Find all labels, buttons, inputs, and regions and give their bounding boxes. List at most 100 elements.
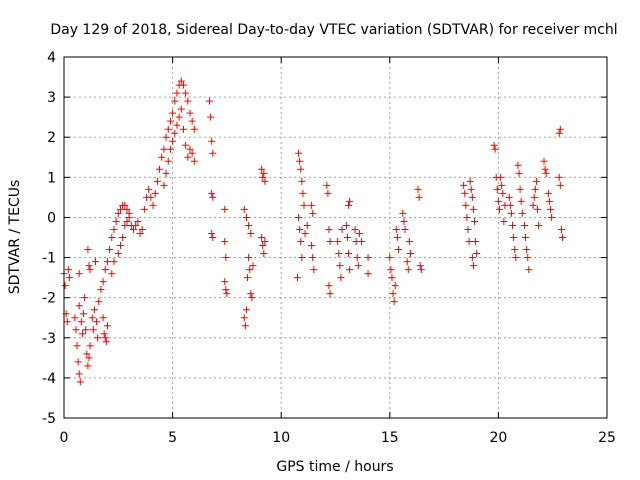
data-point-plus xyxy=(296,157,304,165)
data-point-plus xyxy=(297,238,305,246)
y-axis-label: SDTVAR / TECUs xyxy=(7,180,23,295)
data-point-plus xyxy=(531,185,539,193)
data-point-plus xyxy=(310,266,318,274)
data-point-plus xyxy=(416,262,424,270)
data-point-plus xyxy=(406,250,414,258)
data-point-plus xyxy=(518,209,526,217)
x-tick-label: 10 xyxy=(272,430,290,446)
data-point-plus xyxy=(151,189,159,197)
y-tick-label: -1 xyxy=(42,251,56,267)
data-point-plus xyxy=(556,181,564,189)
data-point-plus xyxy=(162,133,170,141)
data-point-plus xyxy=(464,225,472,233)
data-point-plus xyxy=(391,282,399,290)
data-point-plus xyxy=(542,169,550,177)
data-point-plus xyxy=(134,217,142,225)
data-point-plus xyxy=(88,314,96,322)
data-point-plus xyxy=(358,238,366,246)
data-point-plus xyxy=(334,238,342,246)
data-point-plus xyxy=(72,326,80,334)
data-point-plus xyxy=(108,270,116,278)
data-point-plus xyxy=(247,290,255,298)
data-point-plus xyxy=(324,189,332,197)
data-point-plus xyxy=(206,97,214,105)
data-point-plus xyxy=(540,157,548,165)
data-point-plus xyxy=(511,246,519,254)
data-point-plus xyxy=(173,89,181,97)
data-point-plus xyxy=(336,262,344,270)
data-point-plus xyxy=(506,201,514,209)
x-axis-label: GPS time / hours xyxy=(276,459,393,475)
data-point-plus xyxy=(65,274,73,282)
data-point-plus xyxy=(517,197,525,205)
data-point-plus xyxy=(514,161,522,169)
data-point-plus xyxy=(153,177,161,185)
data-point-plus xyxy=(242,213,250,221)
data-point-plus xyxy=(512,254,520,262)
data-point-plus xyxy=(248,294,256,302)
data-point-plus xyxy=(353,254,361,262)
data-point-plus xyxy=(188,117,196,125)
data-point-plus xyxy=(164,157,172,165)
data-point-plus xyxy=(140,205,148,213)
data-point-plus xyxy=(261,177,269,185)
y-tick-label: 3 xyxy=(47,90,56,106)
data-point-plus xyxy=(403,258,411,266)
data-point-plus xyxy=(78,330,86,338)
data-point-plus xyxy=(160,181,168,189)
data-point-plus xyxy=(240,205,248,213)
data-point-plus xyxy=(101,334,109,342)
data-point-plus xyxy=(498,181,506,189)
x-tick-label: 20 xyxy=(489,430,507,446)
x-tick-labels: 0 5 10 15 20 25 xyxy=(60,430,616,446)
data-point-plus xyxy=(548,213,556,221)
data-point-plus xyxy=(516,185,524,193)
data-point-plus xyxy=(169,109,177,117)
data-point-plus xyxy=(149,201,157,209)
data-point-plus xyxy=(471,217,479,225)
data-point-plus xyxy=(555,129,563,137)
data-point-plus xyxy=(84,362,92,370)
data-point-plus xyxy=(346,266,354,274)
data-point-plus xyxy=(525,266,533,274)
data-point-plus xyxy=(246,266,254,274)
data-point-plus xyxy=(240,314,248,322)
y-tick-label: 1 xyxy=(47,170,56,186)
data-point-plus xyxy=(530,193,538,201)
data-point-plus xyxy=(184,97,192,105)
data-point-plus xyxy=(343,234,351,241)
data-point-plus xyxy=(400,217,408,225)
grid-lines xyxy=(64,57,607,418)
data-point-plus xyxy=(468,193,476,201)
y-tick-label: 4 xyxy=(47,50,56,66)
data-point-plus xyxy=(209,193,217,201)
data-point-plus xyxy=(390,298,398,306)
data-point-plus xyxy=(81,294,89,302)
data-point-plus xyxy=(85,262,93,270)
data-point-plus xyxy=(97,286,105,294)
data-point-plus xyxy=(179,81,187,89)
y-tick-label: -3 xyxy=(42,331,56,347)
data-point-plus xyxy=(297,165,305,173)
data-point-plus xyxy=(207,113,215,121)
data-point-plus xyxy=(558,234,566,241)
data-point-plus xyxy=(171,97,179,105)
data-point-plus xyxy=(555,173,563,181)
data-point-plus xyxy=(94,334,102,342)
data-point-plus xyxy=(522,234,530,241)
data-point-plus xyxy=(342,221,350,229)
data-point-plus xyxy=(386,254,394,262)
data-point-plus xyxy=(145,185,153,193)
data-point-plus xyxy=(121,201,129,209)
data-point-plus xyxy=(507,209,515,217)
data-point-plus xyxy=(102,338,110,346)
data-point-plus xyxy=(295,149,303,157)
data-point-plus xyxy=(138,225,146,233)
data-point-plus xyxy=(130,225,138,233)
data-point-plus xyxy=(110,258,118,266)
data-point-plus xyxy=(86,342,94,350)
data-point-plus xyxy=(241,322,249,330)
data-point-plus xyxy=(520,221,528,229)
data-point-plus xyxy=(221,278,229,286)
x-tick-label: 25 xyxy=(598,430,616,446)
